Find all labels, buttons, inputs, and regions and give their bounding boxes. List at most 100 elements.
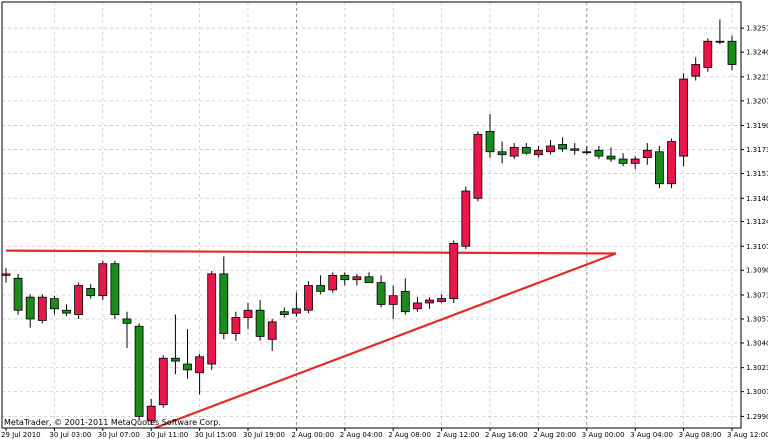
candle-body (679, 78, 688, 157)
x-tick-label: 2 Aug 20:00 (533, 431, 576, 439)
candle-body (158, 357, 168, 406)
y-tick-label: 1.31570 (746, 170, 768, 178)
candle-body (425, 299, 434, 304)
candle-body (437, 298, 447, 302)
candle-body (243, 309, 253, 318)
x-tick-label: 2 Aug 04:00 (340, 431, 383, 439)
candle-body (86, 288, 96, 297)
candle-body (570, 148, 580, 151)
candle-body (715, 40, 725, 43)
candle-body (364, 276, 374, 284)
grid (2, 2, 741, 428)
candle-body (606, 155, 616, 160)
candle-body (183, 363, 192, 371)
candle-body (521, 146, 531, 154)
x-tick-label: 3 Aug 08:00 (679, 431, 722, 439)
candle-body (630, 158, 640, 164)
plot-frame (1, 1, 742, 429)
candle-body (412, 302, 422, 310)
candle-body (110, 263, 120, 315)
candle-body (37, 296, 47, 321)
x-tick-label: 30 Jul 15:00 (195, 431, 237, 439)
candle-body (642, 149, 652, 158)
x-tick-label: 3 Aug 12:00 (727, 431, 768, 439)
y-tick-label: 1.30905 (746, 267, 768, 275)
candle-body (691, 64, 701, 77)
candle-body (1, 273, 11, 276)
y-tick-label: 1.31735 (746, 146, 768, 154)
x-tick-label: 3 Aug 04:00 (630, 431, 673, 439)
candle-body (146, 405, 156, 422)
candle-body (497, 151, 507, 156)
candle-body (582, 151, 592, 154)
candle-body (328, 274, 338, 291)
y-tick-label: 1.30570 (746, 315, 768, 323)
candle-body (50, 298, 59, 310)
candle-body (352, 276, 362, 281)
candle-body (219, 273, 229, 334)
y-tick-label: 1.30070 (746, 388, 768, 396)
copyright-text: MetaTrader, © 2001-2011 MetaQuotes Softw… (4, 418, 221, 427)
candle-body (727, 40, 737, 65)
candle-body (134, 325, 144, 417)
candle-body (231, 317, 241, 334)
y-tick-label: 1.31400 (746, 195, 768, 203)
y-tick-label: 1.31900 (746, 122, 768, 130)
candle-body (655, 151, 664, 185)
trend-line (154, 252, 617, 430)
x-tick-label: 30 Jul 19:00 (243, 431, 285, 439)
trend-line (5, 249, 616, 255)
candle-body (485, 130, 495, 153)
candle-body (13, 277, 23, 311)
y-tick-label: 1.32570 (746, 25, 768, 33)
y-tick-label: 1.31240 (746, 218, 768, 226)
x-tick-label: 30 Jul 07:00 (98, 431, 140, 439)
y-tick-label: 1.29900 (746, 413, 768, 421)
x-tick-label: 3 Aug 00:00 (582, 431, 625, 439)
x-tick-label: 30 Jul 11:00 (146, 431, 188, 439)
candle-body (207, 273, 217, 365)
y-tick-label: 1.31070 (746, 243, 768, 251)
x-tick-label: 2 Aug 00:00 (291, 431, 334, 439)
x-tick-label: 2 Aug 08:00 (388, 431, 431, 439)
candle-body (703, 40, 713, 68)
candle-body (400, 290, 410, 313)
candle-body (267, 321, 277, 340)
y-tick-label: 1.30235 (746, 364, 768, 372)
candle-body (255, 309, 265, 337)
candle-body (509, 146, 519, 157)
candle-body (304, 285, 313, 311)
candles (1, 19, 737, 426)
candle-body (62, 309, 71, 314)
candle-body (170, 357, 180, 362)
candle-body (618, 158, 628, 164)
y-tick-label: 1.32070 (746, 97, 768, 105)
y-tick-label: 1.32235 (746, 73, 768, 81)
candle-body (667, 141, 676, 185)
candle-body (98, 263, 108, 297)
candle-body (534, 149, 543, 156)
candle-body (594, 149, 604, 157)
candle-body (279, 311, 289, 315)
candle-body (25, 296, 35, 320)
y-tick-label: 1.30735 (746, 291, 768, 299)
candle-body (340, 274, 350, 281)
candle-body (473, 133, 483, 199)
candle-body (291, 308, 301, 314)
trend-lines (5, 249, 617, 430)
x-tick-label: 2 Aug 16:00 (485, 431, 528, 439)
x-tick-label: 2 Aug 12:00 (437, 431, 480, 439)
candle-body (376, 282, 386, 305)
candle-body (461, 190, 471, 247)
y-tick-label: 1.32405 (746, 49, 768, 57)
candle-body (122, 318, 132, 324)
candle-body (195, 356, 205, 374)
candle-body (74, 285, 83, 315)
x-tick-label: 30 Jul 03:00 (49, 431, 91, 439)
candle-body (546, 145, 555, 153)
candle-body (388, 295, 398, 305)
candle-body (449, 242, 459, 300)
